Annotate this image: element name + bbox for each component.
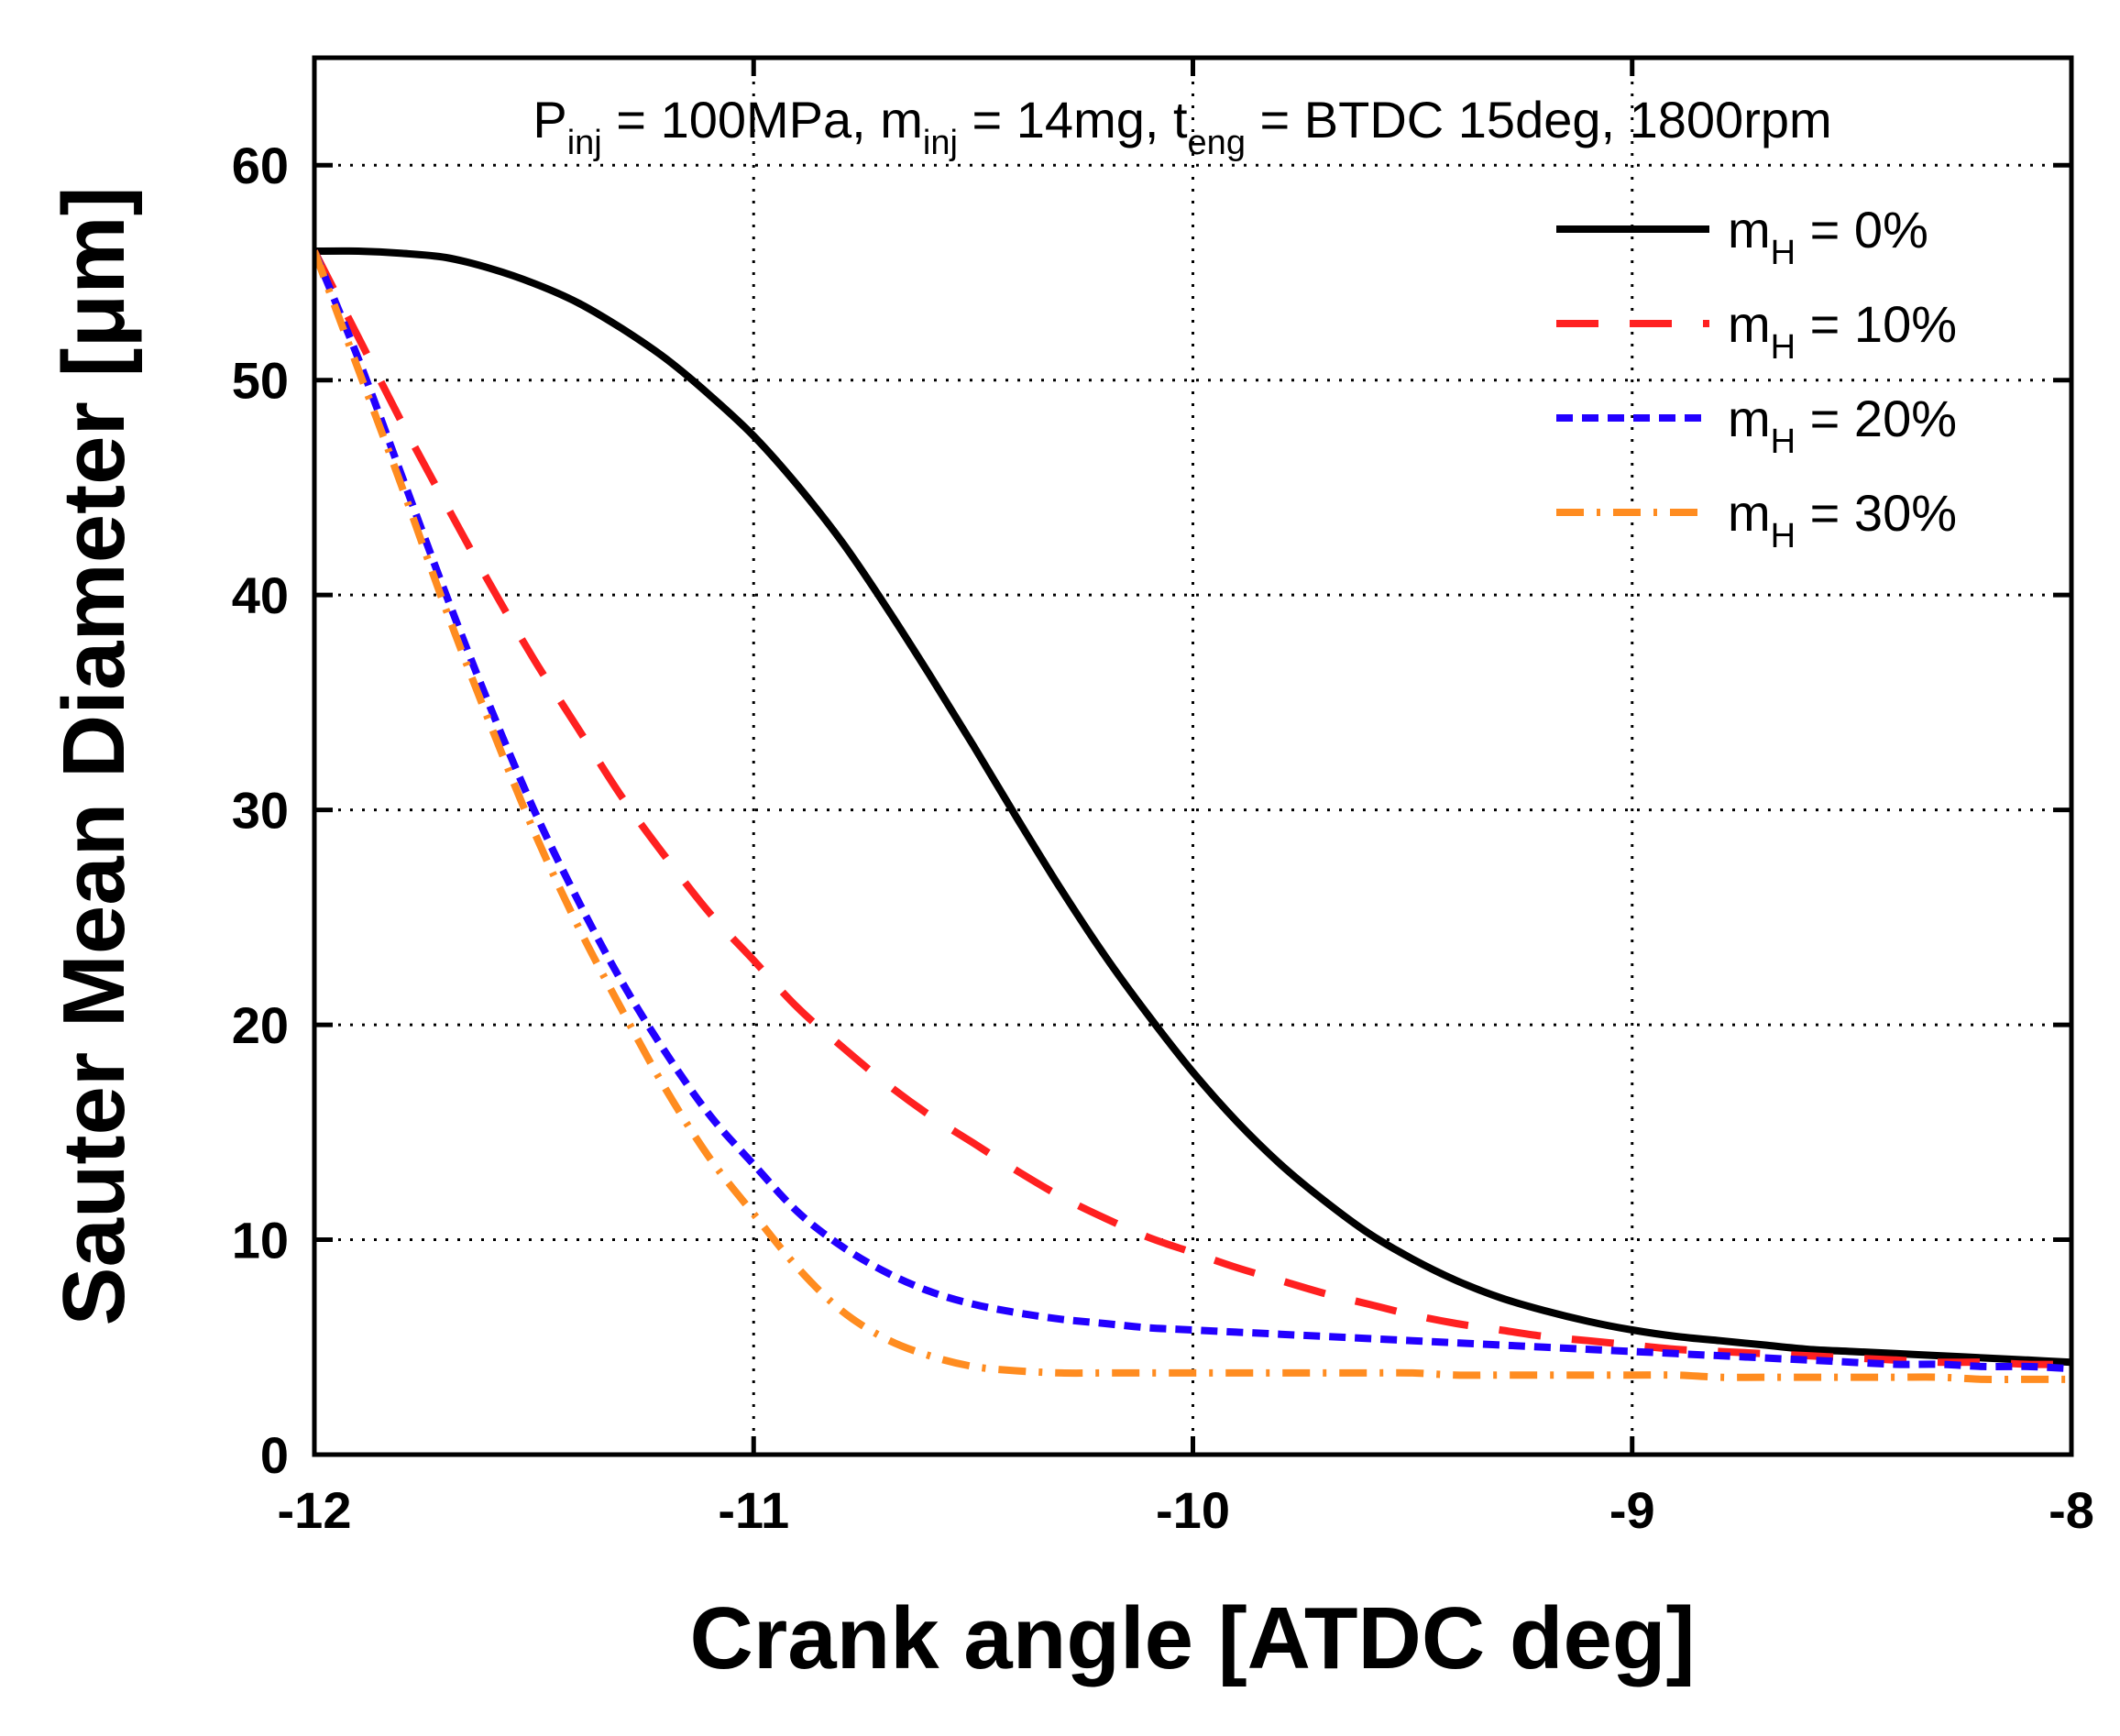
series-line-0 [314,247,2071,1367]
y-axis-title: Sauter Mean Diameter [μm] [45,186,143,1325]
grid-layer [314,58,2071,1455]
legend: mH = 0% mH = 10% mH = 20% mH = 30% [1556,201,1957,555]
x-axis-title: Crank angle [ATDC deg] [690,1589,1696,1687]
y-tick-label: 20 [232,996,289,1054]
tick-layer [312,58,2074,1457]
x-tick-label: -10 [1156,1481,1230,1539]
x-tick-label: -8 [2049,1481,2094,1539]
x-tick-label: -11 [718,1481,789,1539]
legend-label-0: mH = 0% [1728,201,1928,272]
y-tick-label: 30 [232,782,289,840]
y-tick-label: 0 [260,1426,289,1484]
x-tick-label: -12 [278,1481,352,1539]
x-tick-labels: -12 -11 -10 -9 -8 [278,1481,2094,1539]
series-line-1 [314,249,2071,1368]
legend-label-2: mH = 20% [1728,390,1957,461]
y-tick-label: 60 [232,137,289,194]
y-tick-label: 40 [232,566,289,624]
plot-frame [312,55,2074,1457]
conditions-annotation: Pinj = 100MPa, minj = 14mg, teng = BTDC … [533,91,1831,162]
series-layer [314,247,2071,1384]
y-tick-label: 10 [232,1212,289,1269]
y-tick-labels: 0 10 20 30 40 50 60 [232,137,289,1484]
x-tick-label: -9 [1609,1481,1655,1539]
legend-label-1: mH = 10% [1728,295,1957,367]
y-tick-label: 50 [232,352,289,410]
legend-label-3: mH = 30% [1728,484,1957,555]
series-line-3 [314,249,2071,1384]
